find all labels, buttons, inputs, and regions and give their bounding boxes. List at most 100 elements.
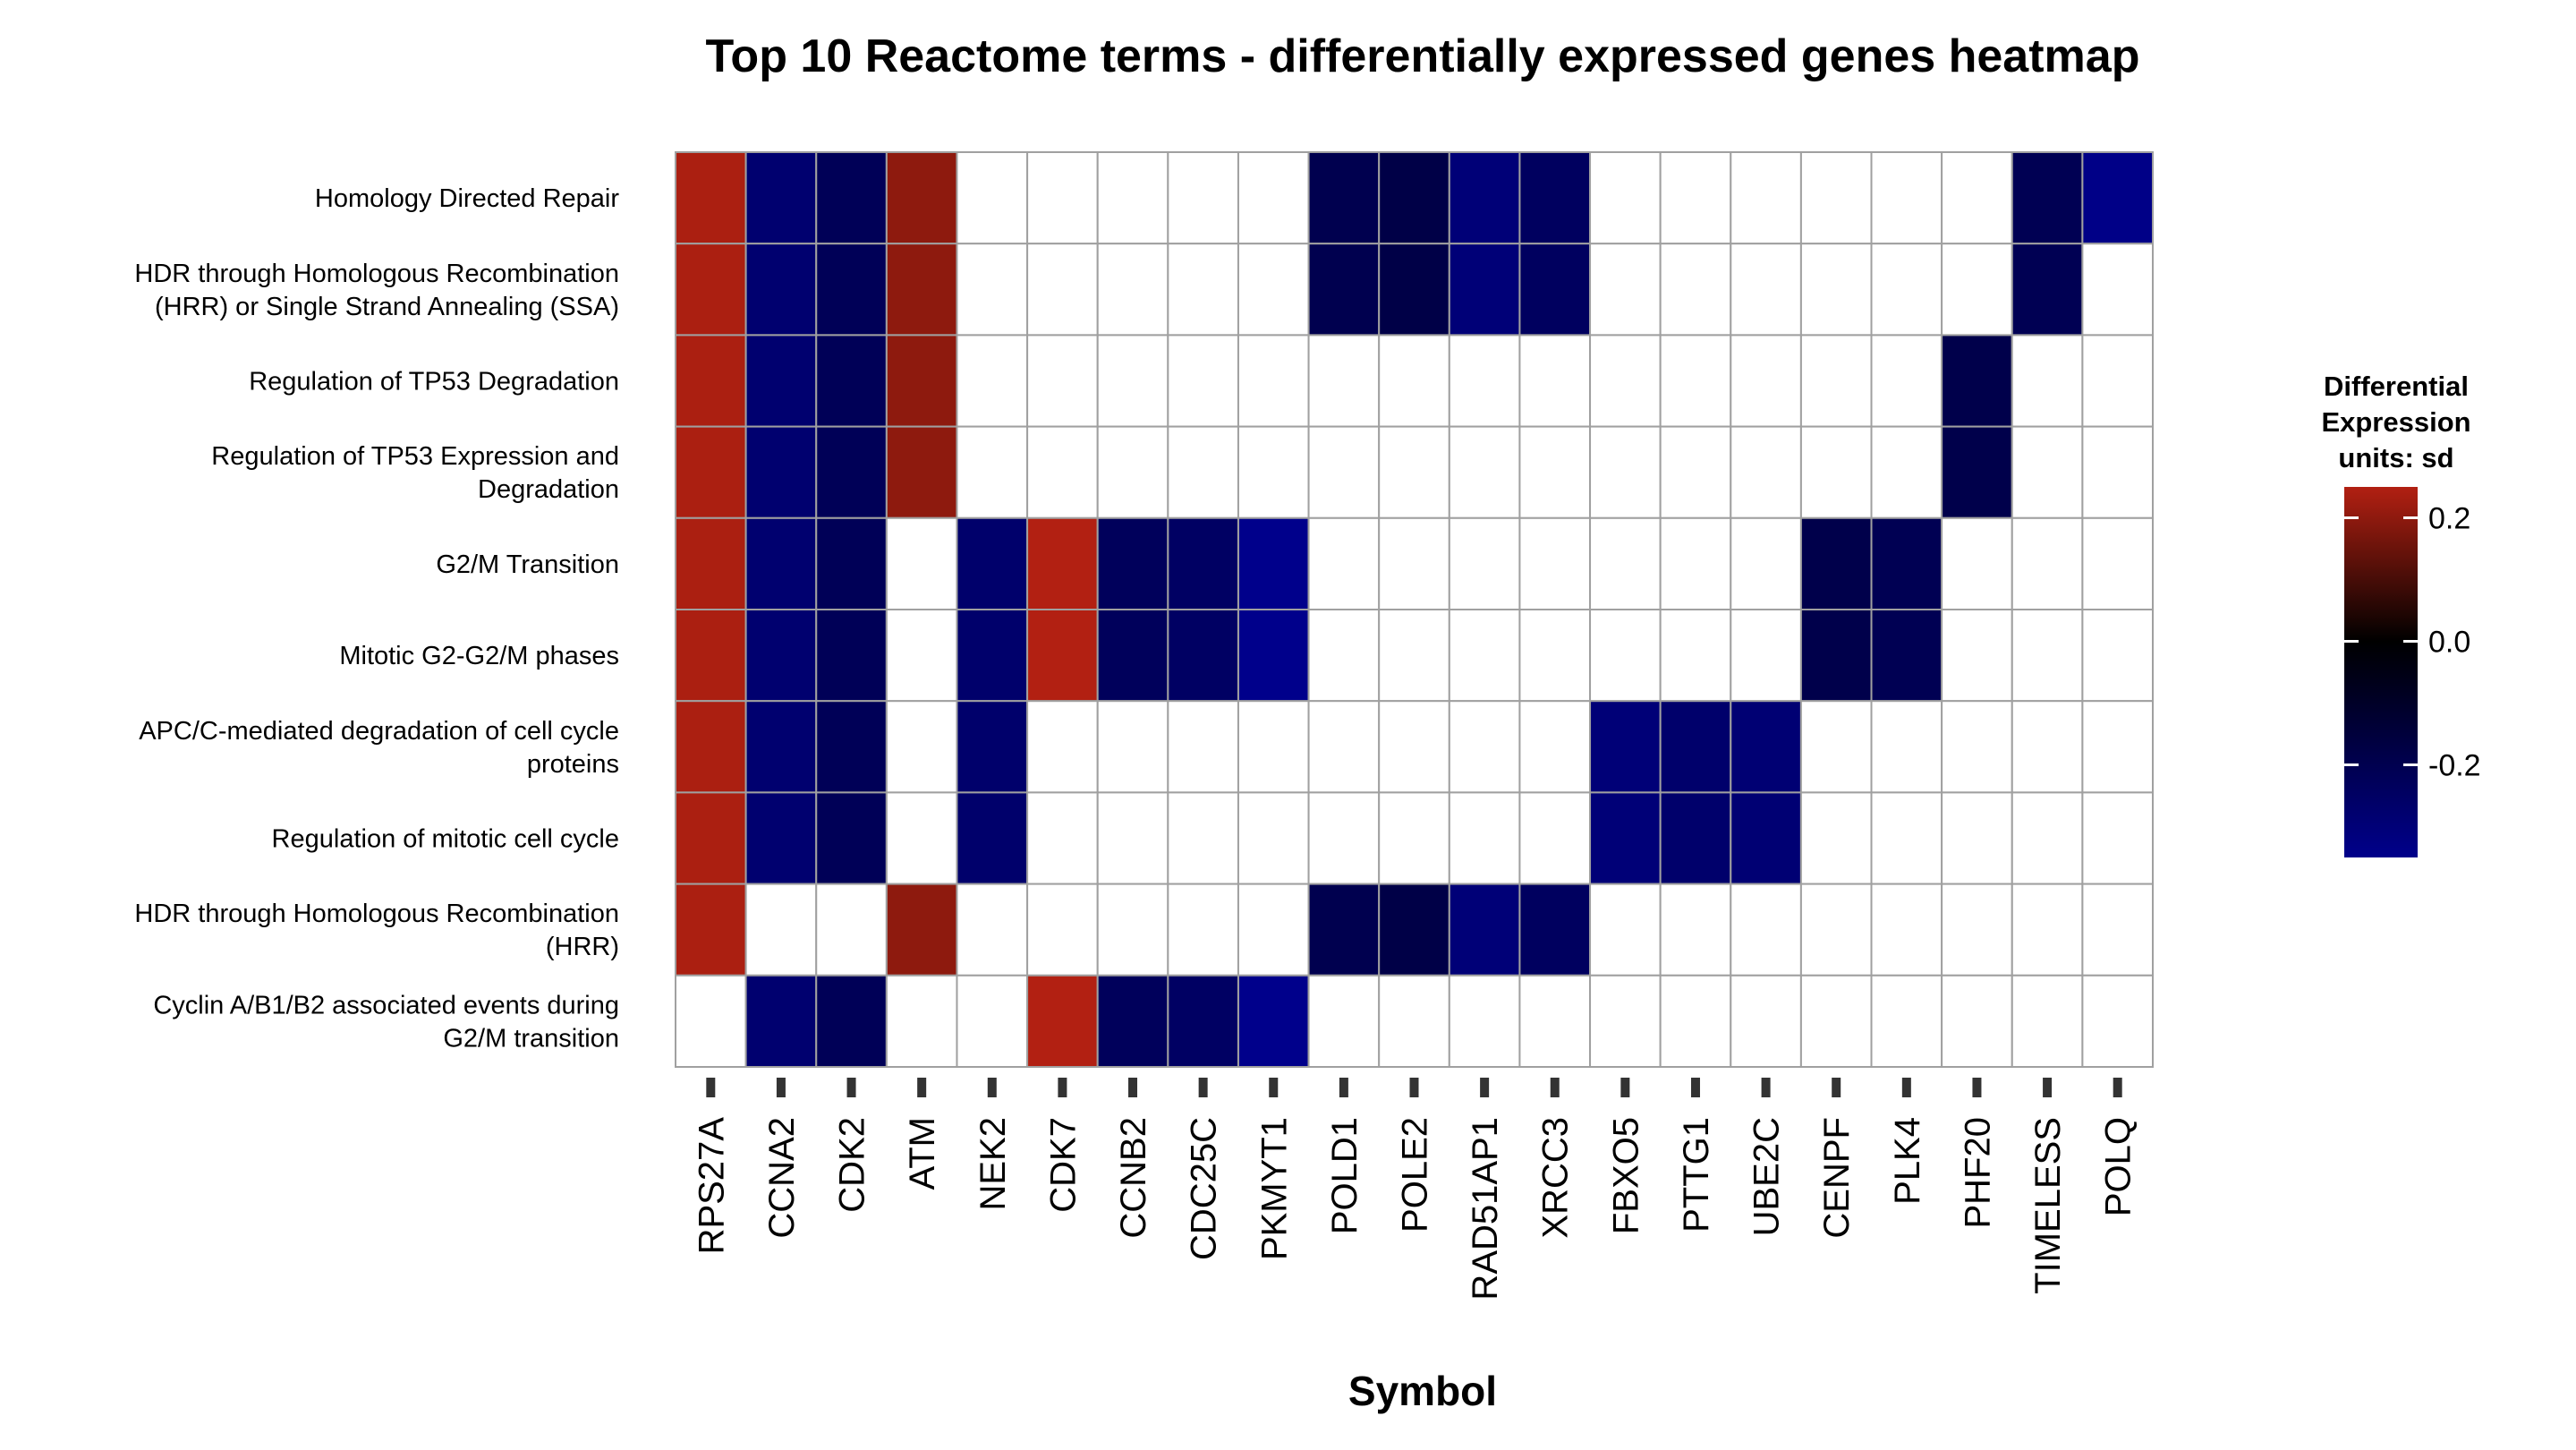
heatmap-cell <box>2081 334 2154 428</box>
heatmap-cell <box>1518 791 1592 885</box>
column-tick <box>1620 1078 1630 1097</box>
heatmap-cell <box>956 883 1029 977</box>
heatmap-cell <box>2011 516 2084 610</box>
heatmap-cell <box>1870 151 1943 245</box>
heatmap-cell <box>815 425 888 519</box>
column-label: XRCC3 <box>1536 1117 1576 1239</box>
heatmap-cell <box>744 974 818 1069</box>
heatmap-cell <box>1448 243 1521 337</box>
row-label: Mitotic G2-G2/M phases <box>339 642 619 670</box>
heatmap-cell <box>815 700 888 794</box>
row-labels: Homology Directed Repair HDR through Homo… <box>134 184 619 1053</box>
column-tick <box>1128 1078 1138 1097</box>
heatmap-cell <box>1026 334 1099 428</box>
heatmap-cell <box>956 243 1029 337</box>
heatmap-cell <box>2011 243 2084 337</box>
row-label: Cyclin A/B1/B2 associated events during G… <box>153 991 619 1053</box>
heatmap-cell <box>1941 334 2013 428</box>
heatmap-cell <box>1448 425 1521 519</box>
heatmap-cell <box>1518 883 1592 977</box>
heatmap-cell <box>1659 791 1732 885</box>
column-label: CDK7 <box>1043 1117 1083 1213</box>
column-labels: RPS27A CCNA2 CDK2 ATM NEK2 CDK7 CCNB2 CDC25C PKM… <box>692 1117 2138 1301</box>
heatmap-cell <box>885 974 958 1069</box>
row-label: G2/M Transition <box>436 550 619 579</box>
heatmap-cell <box>1659 609 1732 703</box>
column-tick <box>1901 1078 1911 1097</box>
row-label: HDR through Homologous Recombination (HRR… <box>134 260 619 321</box>
heatmap-cell <box>1589 151 1662 245</box>
heatmap-cell <box>1026 425 1099 519</box>
heatmap-cell <box>1518 700 1592 794</box>
heatmap-cell <box>1307 974 1381 1069</box>
x-axis-label: Symbol <box>1348 1368 1497 1414</box>
heatmap-cell <box>885 243 958 337</box>
heatmap-cell <box>1096 974 1169 1069</box>
heatmap-cell <box>1659 425 1732 519</box>
heatmap-cell <box>1730 609 1802 703</box>
heatmap-cell <box>1659 243 1732 337</box>
heatmap-cell <box>1659 151 1732 245</box>
heatmap-cell <box>1378 243 1450 337</box>
heatmap-cell <box>1730 516 1802 610</box>
heatmap-cell <box>1870 700 1943 794</box>
column-tick <box>2043 1078 2053 1097</box>
heatmap-cell <box>1237 609 1310 703</box>
heatmap-cell <box>2011 425 2084 519</box>
heatmap-cell <box>1378 700 1450 794</box>
heatmap-cell <box>2011 334 2084 428</box>
heatmap-cell <box>1096 883 1169 977</box>
column-label: POLD1 <box>1325 1117 1365 1234</box>
heatmap-cell <box>1167 516 1239 610</box>
heatmap-cell <box>1237 151 1310 245</box>
heatmap-cell <box>2081 883 2154 977</box>
column-tick <box>776 1078 786 1097</box>
heatmap-cell <box>675 516 747 610</box>
heatmap-cell <box>815 791 888 885</box>
heatmap-cell <box>1870 334 1943 428</box>
heatmap-cell <box>885 151 958 245</box>
heatmap-cell <box>956 609 1029 703</box>
heatmap-cell <box>1518 243 1592 337</box>
heatmap-cell <box>1518 425 1592 519</box>
heatmap-cell <box>1096 151 1169 245</box>
heatmap-cell <box>1167 700 1239 794</box>
heatmap-cell <box>1307 243 1381 337</box>
heatmap-cell <box>1096 425 1169 519</box>
heatmap-cell <box>1941 243 2013 337</box>
heatmap-cell <box>1941 151 2013 245</box>
heatmap-cell <box>744 883 818 977</box>
heatmap-cell <box>1448 974 1521 1069</box>
heatmap-cell <box>1448 791 1521 885</box>
heatmap-cell <box>675 334 747 428</box>
heatmap-cell <box>1448 334 1521 428</box>
column-label: CDK2 <box>833 1117 872 1213</box>
column-label: CCNA2 <box>762 1117 802 1239</box>
heatmap-cell <box>1307 883 1381 977</box>
column-label: PTTG1 <box>1677 1117 1716 1232</box>
heatmap-cell <box>2011 974 2084 1069</box>
column-tick <box>1972 1078 1982 1097</box>
heatmap-cell <box>1096 609 1169 703</box>
column-tick <box>1198 1078 1208 1097</box>
heatmap-cell <box>744 243 818 337</box>
row-label: Regulation of TP53 Expression and Degrada… <box>211 442 619 504</box>
column-label: ATM <box>903 1117 942 1190</box>
heatmap-cell <box>1378 516 1450 610</box>
heatmap-cell <box>1026 243 1099 337</box>
heatmap-cell <box>1096 243 1169 337</box>
heatmap-cell <box>956 151 1029 245</box>
heatmap-cell <box>1730 151 1802 245</box>
heatmap-cell <box>1448 609 1521 703</box>
heatmap-cell <box>2081 425 2154 519</box>
heatmap-cell <box>1096 516 1169 610</box>
column-tick <box>1269 1078 1279 1097</box>
heatmap-cell <box>1730 883 1802 977</box>
heatmap-cell <box>1167 974 1239 1069</box>
column-label: UBE2C <box>1747 1117 1787 1236</box>
row-label: APC/C-mediated degradation of cell cycle… <box>139 717 619 779</box>
heatmap-cell <box>1730 425 1802 519</box>
heatmap-cell <box>2011 883 2084 977</box>
heatmap-cell <box>1237 425 1310 519</box>
heatmap-cell <box>1870 974 1943 1069</box>
